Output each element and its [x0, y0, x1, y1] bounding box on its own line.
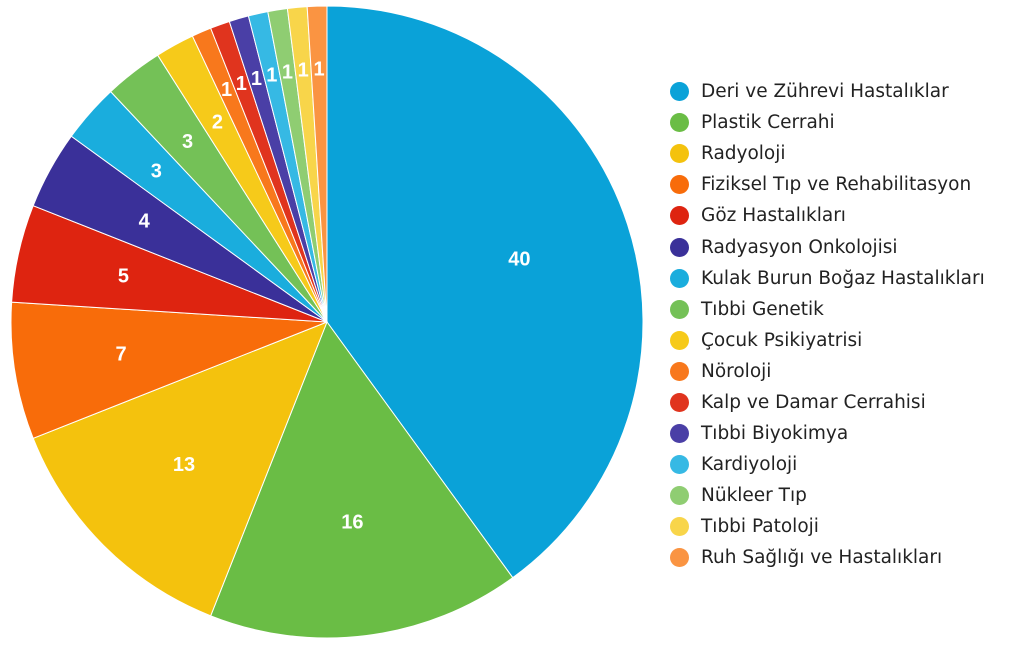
- legend-item: Tıbbi Patoloji: [670, 511, 985, 542]
- legend-item: Göz Hastalıkları: [670, 200, 985, 231]
- slice-value-label: 1: [221, 79, 232, 101]
- legend-swatch-icon: [670, 517, 689, 537]
- legend-label: Ruh Sağlığı ve Hastalıkları: [701, 547, 943, 569]
- legend-swatch-icon: [670, 392, 689, 412]
- slice-value-label: 1: [298, 59, 309, 81]
- slice-value-label: 1: [236, 73, 247, 95]
- legend-swatch-icon: [670, 486, 689, 506]
- legend-item: Ruh Sağlığı ve Hastalıkları: [670, 542, 985, 573]
- legend-swatch-icon: [670, 330, 689, 350]
- legend-swatch-icon: [670, 144, 689, 164]
- legend-item: Nöroloji: [670, 356, 985, 387]
- legend-swatch-icon: [670, 113, 689, 133]
- pie-slice: [326, 5, 644, 579]
- pie-slice: [32, 321, 328, 617]
- legend-label: Kardiyoloji: [701, 454, 798, 476]
- pie-slice: [210, 320, 514, 639]
- legend-item: Radyoloji: [670, 138, 985, 169]
- legend-label: Tıbbi Patoloji: [701, 516, 819, 538]
- legend-item: Kulak Burun Boğaz Hastalıkları: [670, 263, 985, 294]
- pie-slice: [306, 5, 328, 323]
- legend-swatch-icon: [670, 299, 689, 319]
- legend: Deri ve Zührevi Hastalıklar Plastik Cerra…: [670, 76, 985, 574]
- legend-swatch-icon: [670, 424, 689, 444]
- slice-value-label: 13: [173, 454, 195, 476]
- legend-item: Tıbbi Genetik: [670, 294, 985, 325]
- legend-item: Fiziksel Tıp ve Rehabilitasyon: [670, 169, 985, 200]
- legend-swatch-icon: [670, 268, 689, 288]
- pie-slices: [10, 5, 644, 639]
- legend-swatch-icon: [670, 82, 689, 102]
- legend-label: Tıbbi Genetik: [701, 298, 824, 320]
- legend-item: Nükleer Tıp: [670, 480, 985, 511]
- legend-label: Fiziksel Tıp ve Rehabilitasyon: [701, 174, 972, 196]
- legend-label: Plastik Cerrahi: [701, 112, 835, 134]
- legend-swatch-icon: [670, 548, 689, 568]
- legend-item: Tıbbi Biyokimya: [670, 418, 985, 449]
- legend-label: Nöroloji: [701, 360, 772, 382]
- legend-label: Nükleer Tıp: [701, 485, 807, 507]
- slice-value-label: 1: [313, 58, 324, 80]
- legend-label: Göz Hastalıkları: [701, 205, 846, 227]
- slice-value-label: 5: [118, 266, 129, 288]
- legend-label: Radyasyon Onkolojisi: [701, 236, 898, 258]
- legend-label: Çocuk Psikiyatrisi: [701, 329, 863, 351]
- pie-slice: [10, 301, 328, 439]
- legend-label: Kalp ve Damar Cerrahisi: [701, 391, 926, 413]
- legend-swatch-icon: [670, 237, 689, 257]
- slice-value-label: 7: [115, 344, 126, 366]
- slice-value-label: 16: [341, 512, 363, 534]
- legend-label: Deri ve Zührevi Hastalıklar: [701, 81, 949, 103]
- legend-label: Tıbbi Biyokimya: [701, 423, 849, 445]
- legend-item: Kalp ve Damar Cerrahisi: [670, 387, 985, 418]
- legend-label: Radyoloji: [701, 143, 786, 165]
- slice-value-label: 40: [508, 249, 530, 271]
- legend-swatch-icon: [670, 455, 689, 475]
- legend-item: Çocuk Psikiyatrisi: [670, 325, 985, 356]
- legend-item: Deri ve Zührevi Hastalıklar: [670, 76, 985, 107]
- legend-label: Kulak Burun Boğaz Hastalıkları: [701, 267, 985, 289]
- slice-value-label: 3: [151, 161, 162, 183]
- legend-item: Kardiyoloji: [670, 449, 985, 480]
- slice-value-label: 2: [212, 112, 223, 134]
- legend-swatch-icon: [670, 175, 689, 195]
- slice-value-label: 4: [139, 211, 151, 233]
- legend-swatch-icon: [670, 206, 689, 226]
- legend-item: Radyasyon Onkolojisi: [670, 231, 985, 262]
- slice-value-label: 1: [251, 68, 262, 90]
- legend-item: Plastik Cerrahi: [670, 107, 985, 138]
- slice-value-label: 3: [182, 131, 193, 153]
- slice-value-label: 1: [266, 64, 277, 86]
- slice-value-label: 1: [282, 61, 293, 83]
- legend-swatch-icon: [670, 361, 689, 381]
